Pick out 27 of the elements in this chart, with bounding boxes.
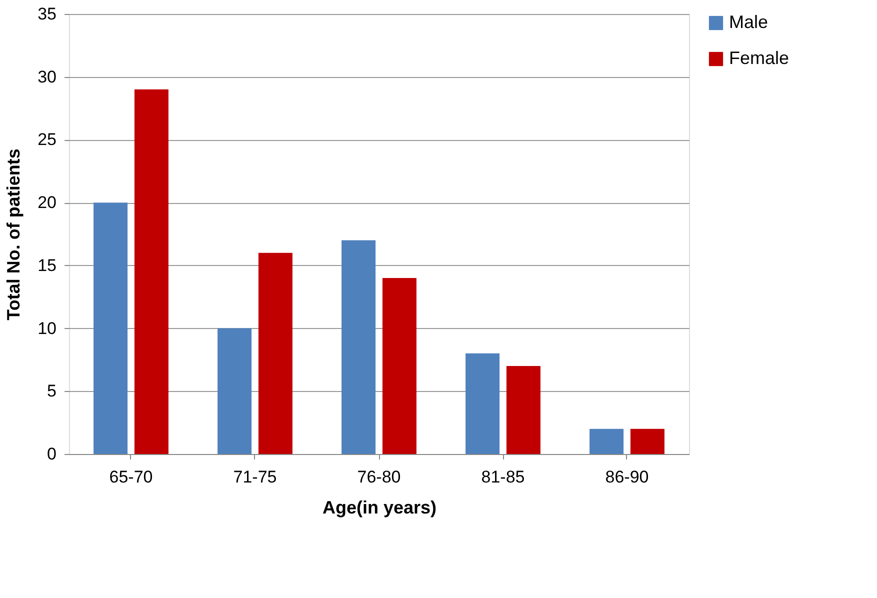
y-tick-label: 0: [47, 444, 56, 464]
y-tick-label: 30: [38, 67, 56, 86]
y-tick-label: 20: [38, 193, 56, 212]
bar: [134, 89, 168, 454]
x-tick-label: 76-80: [357, 468, 401, 486]
y-tick-label: 35: [38, 4, 56, 24]
bar: [94, 202, 128, 454]
x-tick-label: 65-70: [109, 468, 153, 486]
bar: [590, 428, 624, 454]
bar: [218, 328, 252, 454]
y-tick-label: 25: [38, 130, 56, 150]
y-tick-label: 10: [38, 318, 56, 338]
bar: [506, 366, 540, 454]
y-axis-title: Total No. of patients: [4, 148, 24, 320]
y-tick-label: 15: [38, 256, 56, 275]
bar: [466, 353, 500, 454]
bar: [258, 252, 292, 454]
bar: [342, 240, 376, 454]
legend-label: Male: [729, 12, 768, 32]
x-tick-label: 71-75: [233, 468, 277, 486]
x-tick-label: 86-90: [605, 468, 649, 486]
x-axis-title: Age(in years): [322, 498, 437, 518]
bar: [382, 278, 416, 454]
y-tick-label: 5: [47, 382, 56, 401]
legend-label: Female: [729, 48, 790, 68]
bar: [630, 428, 664, 454]
x-tick-label: 81-85: [481, 468, 525, 486]
